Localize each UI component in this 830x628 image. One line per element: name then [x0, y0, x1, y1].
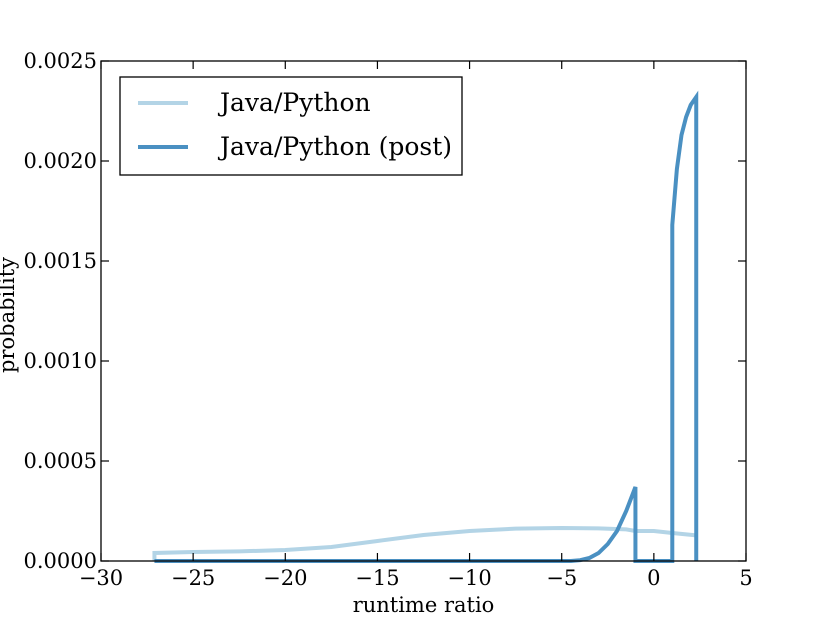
- x-tick-label: −25: [171, 566, 215, 590]
- x-tick-label: −10: [447, 566, 491, 590]
- x-tick-label: 0: [647, 566, 660, 590]
- y-axis-label: probability: [0, 257, 19, 373]
- legend-box: [119, 76, 463, 176]
- x-tick-label: −15: [355, 566, 399, 590]
- y-tick-label: 0.0000: [24, 549, 97, 573]
- x-tick-label: −30: [79, 566, 123, 590]
- y-tick-label: 0.0025: [24, 49, 97, 73]
- y-tick-label: 0.0005: [24, 449, 97, 473]
- x-tick-label: −5: [546, 566, 577, 590]
- legend-label-java-python-post: Java/Python (post): [217, 132, 452, 161]
- series-line-0: [152, 525, 697, 561]
- y-tick-label: 0.0010: [24, 349, 97, 373]
- x-axis-label: runtime ratio: [353, 593, 495, 617]
- legend: Java/Python Java/Python (post): [119, 76, 463, 176]
- y-tick-label: 0.0020: [24, 149, 97, 173]
- x-tick-label: 5: [739, 566, 752, 590]
- plot-frame: [100, 60, 747, 562]
- x-tick-label: −20: [263, 566, 307, 590]
- series-line-1: [154, 90, 699, 563]
- legend-label-java-python: Java/Python: [217, 88, 371, 117]
- y-tick-label: 0.0015: [24, 249, 97, 273]
